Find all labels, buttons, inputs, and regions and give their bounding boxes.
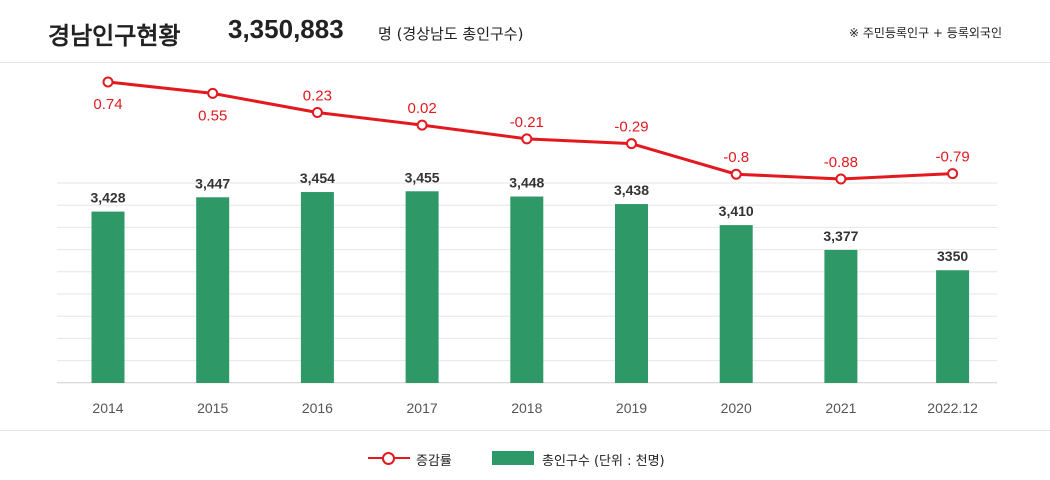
rate-value-label: 0.74 <box>93 96 122 113</box>
total-population-unit: 명 (경상남도 총인구수) <box>378 25 524 43</box>
bar-value-label: 3,428 <box>90 190 125 206</box>
rate-point <box>416 119 428 131</box>
rate-value-label: 0.02 <box>407 100 436 117</box>
x-tick-label: 2019 <box>616 400 647 416</box>
total-population: 3,350,883 <box>228 14 344 44</box>
bar-value-label: 3,377 <box>823 228 858 244</box>
x-tick-label: 2021 <box>825 400 856 416</box>
x-tick-label: 2018 <box>511 400 542 416</box>
header-divider <box>0 62 1050 63</box>
x-tick-label: 2015 <box>197 400 228 416</box>
source-note: ※ 주민등록인구 + 등록외국인 <box>849 26 1002 40</box>
rate-value-label: -0.21 <box>510 114 544 131</box>
population-chart: 3,428 3,447 3,454 3,455 3,448 3,438 3,410 3,377… <box>57 76 997 416</box>
legend-bar-swatch <box>492 451 534 465</box>
rate-point <box>521 133 533 145</box>
x-tick-label: 2020 <box>721 400 752 416</box>
x-tick-label: 2014 <box>92 400 123 416</box>
legend-line-label: 증감률 <box>416 454 452 469</box>
rate-value-label: -0.8 <box>723 149 749 166</box>
bar <box>405 191 439 383</box>
bar <box>196 197 230 383</box>
bar-value-label: 3350 <box>937 248 968 264</box>
x-tick-label: 2017 <box>407 400 438 416</box>
rate-value-label: -0.79 <box>935 149 969 166</box>
rate-value-label: -0.88 <box>824 154 858 171</box>
x-tick-label: 2016 <box>302 400 333 416</box>
rate-value-label: -0.29 <box>614 119 648 136</box>
bar-value-label: 3,455 <box>405 169 440 185</box>
rate-point <box>835 173 847 185</box>
bar-value-label: 3,438 <box>614 182 649 198</box>
bar <box>300 192 334 383</box>
rate-point <box>626 138 637 150</box>
legend-divider <box>0 430 1050 431</box>
rate-point <box>730 168 742 180</box>
bar-value-label: 3,454 <box>300 170 335 186</box>
bar-value-label: 3,410 <box>719 203 754 219</box>
bar <box>719 225 753 383</box>
chart-title: 경남인구현황 <box>48 22 181 50</box>
bar-value-label: 3,448 <box>509 175 544 191</box>
bar <box>91 211 125 383</box>
rate-point <box>311 107 323 119</box>
rate-point <box>102 76 114 88</box>
chart-header: 경남인구현황 3,350,883 명 (경상남도 총인구수) ※ 주민등록인구 … <box>0 0 1050 62</box>
legend-bar-label: 총인구수 (단위 : 천명) <box>542 454 665 469</box>
rate-point <box>207 87 219 99</box>
bar <box>936 270 970 383</box>
bar <box>824 249 858 383</box>
bar-value-label: 3,447 <box>195 175 230 191</box>
x-tick-label: 2022.12 <box>927 400 978 416</box>
rate-value-label: 0.55 <box>198 107 227 124</box>
rate-value-label: 0.23 <box>303 88 332 105</box>
legend-line-marker <box>382 452 395 465</box>
bar <box>615 204 648 383</box>
bar <box>510 196 544 383</box>
rate-point <box>947 168 959 180</box>
chart-legend: 증감률 총인구수 (단위 : 천명) <box>0 446 1050 470</box>
